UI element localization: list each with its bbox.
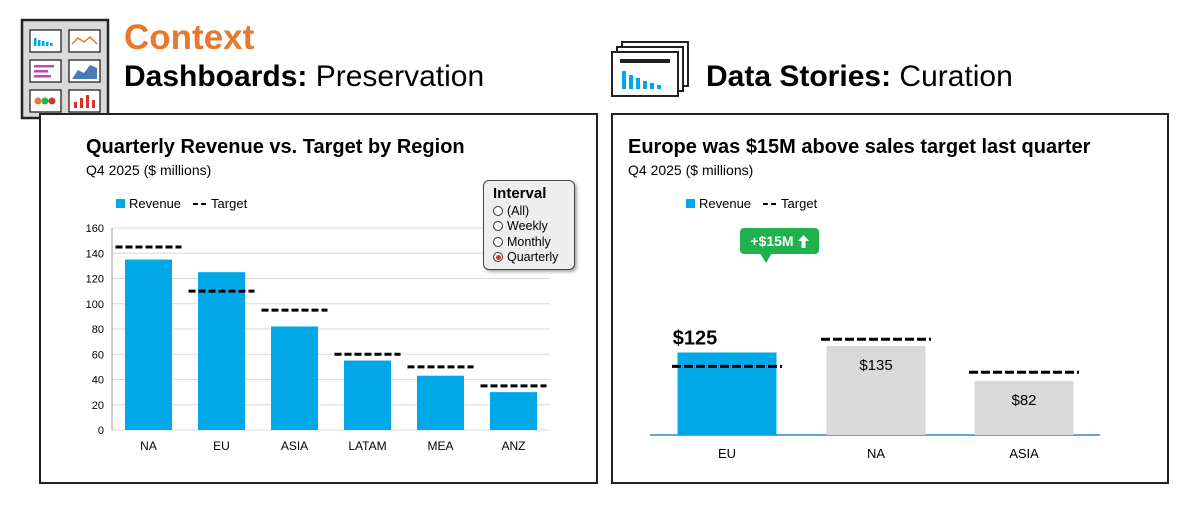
highlight-revenue-bar (677, 352, 777, 435)
x-tick-label: ASIA (1009, 446, 1039, 461)
data-stories-heading-bold: Data Stories: (706, 60, 892, 93)
interval-option-all[interactable]: (All) (493, 203, 574, 219)
data-label: $135 (859, 357, 892, 374)
y-tick-label: 60 (92, 349, 104, 361)
legend-revenue-label: Revenue (699, 196, 752, 211)
x-tick-label: ANZ (502, 439, 526, 453)
stacked-slides-icon (608, 40, 690, 104)
legend-target-label: Target (211, 196, 248, 211)
revenue-bar (271, 326, 318, 430)
target-swatch (763, 202, 777, 205)
y-tick-label: 80 (92, 324, 104, 336)
interval-filter[interactable]: Interval (All) Weekly Monthly Quarterly (483, 180, 575, 270)
interval-option-monthly[interactable]: Monthly (493, 234, 574, 250)
y-tick-label: 140 (86, 248, 104, 260)
y-tick-label: 120 (86, 274, 104, 286)
dashboards-heading-rest: Preservation (307, 60, 485, 93)
revenue-swatch (116, 199, 125, 208)
revenue-bar (344, 360, 391, 430)
x-tick-label: NA (140, 439, 157, 453)
interval-option-weekly[interactable]: Weekly (493, 219, 574, 235)
x-tick-label: NA (867, 446, 885, 461)
dashboards-heading: Dashboards: Preservation (124, 60, 484, 94)
interval-option-label: Monthly (507, 234, 551, 249)
callout-badge: +$15M (740, 228, 819, 263)
radio-selected-icon[interactable] (493, 252, 503, 263)
story-legend: Revenue Target (686, 196, 817, 211)
revenue-bar (490, 392, 537, 430)
interval-filter-title: Interval (493, 185, 547, 202)
interval-option-quarterly[interactable]: Quarterly (493, 250, 574, 266)
story-bar-chart: $125 EU $135 NA $82 ASIA (650, 328, 1100, 461)
dashboard-chart-subtitle: Q4 2025 ($ millions) (86, 162, 212, 178)
revenue-bar (198, 272, 245, 430)
x-tick-label: LATAM (348, 439, 386, 453)
interval-option-label: Quarterly (507, 250, 559, 265)
revenue-swatch (686, 199, 695, 208)
x-tick-label: ASIA (281, 439, 308, 453)
story-chart-subtitle: Q4 2025 ($ millions) (628, 162, 754, 178)
dashboards-heading-bold: Dashboards: (124, 60, 308, 93)
y-tick-label: 40 (92, 375, 104, 387)
y-tick-label: 20 (92, 400, 104, 412)
interval-option-label: (All) (507, 203, 530, 218)
revenue-bar (125, 259, 172, 430)
revenue-bar (826, 345, 926, 435)
dashboard-icon (20, 18, 110, 120)
data-stories-heading: Data Stories: Curation (706, 60, 1013, 94)
radio-icon[interactable] (493, 205, 503, 216)
x-tick-label: MEA (427, 439, 453, 453)
data-label: $82 (1011, 392, 1036, 409)
story-chart-title: Europe was $15M above sales target last … (628, 136, 1091, 158)
arrow-up-icon (797, 234, 809, 248)
radio-icon[interactable] (493, 236, 503, 247)
dashboard-legend: Revenue Target (116, 196, 247, 211)
legend-target-label: Target (781, 196, 818, 211)
data-label: $125 (673, 328, 718, 350)
revenue-bar (974, 380, 1074, 435)
data-stories-heading-rest: Curation (891, 60, 1013, 93)
revenue-bar (417, 375, 464, 430)
interval-option-label: Weekly (507, 219, 548, 234)
legend-revenue-label: Revenue (129, 196, 182, 211)
callout-text: +$15M (750, 233, 794, 249)
dashboard-bar-chart: 0 20 40 60 80 100 120 140 160 NA EU ASIA LATAM MEA ANZ (86, 223, 550, 453)
y-tick-label: 160 (86, 223, 104, 235)
radio-icon[interactable] (493, 221, 503, 232)
x-tick-label: EU (213, 439, 230, 453)
dashboard-chart-title: Quarterly Revenue vs. Target by Region (86, 136, 465, 158)
y-tick-label: 100 (86, 299, 104, 311)
target-swatch (193, 202, 207, 205)
x-tick-label: EU (718, 446, 736, 461)
y-tick-label: 0 (98, 425, 104, 437)
context-heading: Context (124, 18, 255, 57)
